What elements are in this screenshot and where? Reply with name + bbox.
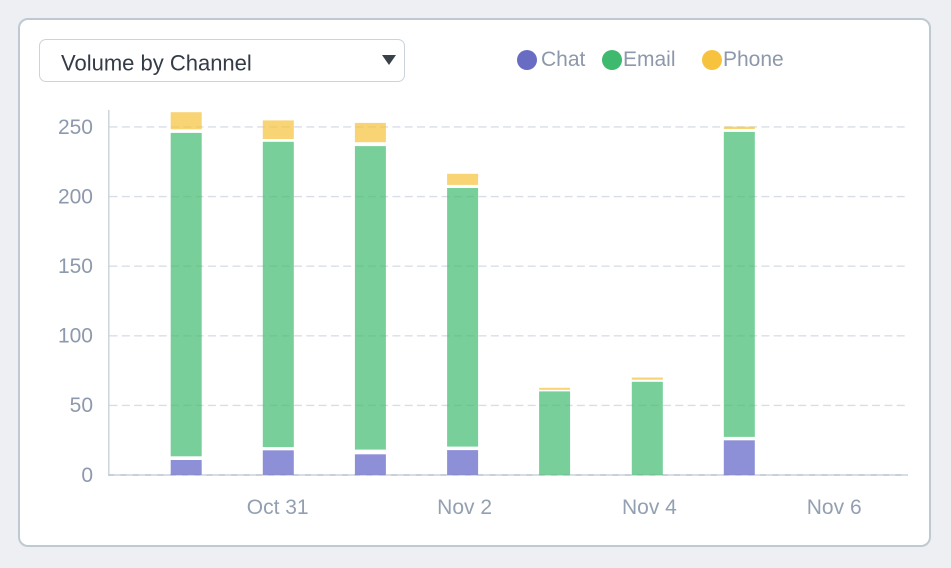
svg-text:Nov 4: Nov 4 <box>622 496 677 519</box>
svg-text:Oct 31: Oct 31 <box>247 496 309 519</box>
svg-text:50: 50 <box>70 394 93 417</box>
svg-text:Nov 2: Nov 2 <box>437 496 492 519</box>
svg-text:250: 250 <box>58 116 93 139</box>
svg-text:Nov 6: Nov 6 <box>807 496 862 519</box>
svg-text:150: 150 <box>58 255 93 278</box>
svg-text:100: 100 <box>58 325 93 348</box>
svg-text:200: 200 <box>58 185 93 208</box>
svg-text:0: 0 <box>81 464 93 487</box>
